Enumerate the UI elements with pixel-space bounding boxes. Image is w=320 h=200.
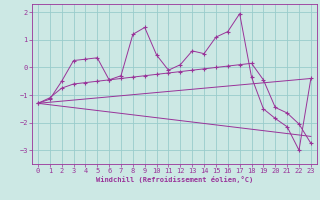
X-axis label: Windchill (Refroidissement éolien,°C): Windchill (Refroidissement éolien,°C) <box>96 176 253 183</box>
